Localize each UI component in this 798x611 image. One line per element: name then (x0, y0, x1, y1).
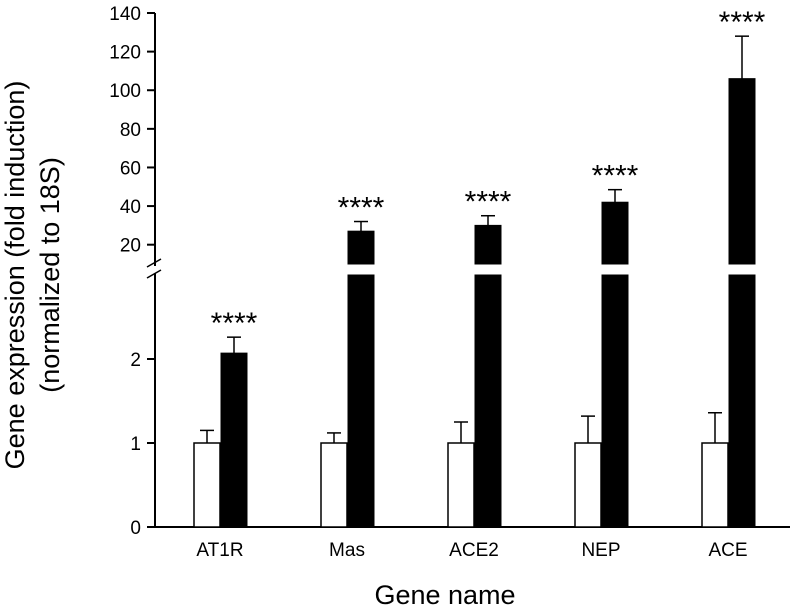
axis-break-mark (146, 258, 162, 268)
bar-treated-upper (474, 224, 502, 265)
bar-treated-upper (601, 201, 629, 265)
y-axis-title-line1: Gene expression (fold induction) (0, 81, 30, 470)
significance-label: **** (338, 192, 385, 225)
bar-treated-lower (347, 274, 375, 528)
y-tick-label: 100 (109, 81, 141, 102)
y-tick-label: 60 (120, 158, 141, 179)
x-tick-label: ACE2 (449, 540, 499, 561)
y-tick-label: 140 (109, 4, 141, 25)
significance-label: **** (719, 6, 766, 39)
y-tick-label: 40 (120, 197, 141, 218)
axis-break-mark (146, 269, 162, 279)
bars (193, 35, 756, 528)
bar-control (193, 442, 221, 528)
bar-treated-upper (728, 78, 756, 265)
bar-treated (220, 352, 248, 528)
bar-treated-lower (601, 274, 629, 528)
y-tick-label: 20 (120, 236, 141, 257)
bar-treated-lower (474, 274, 502, 528)
bar-control (701, 442, 729, 528)
significance-label: **** (592, 160, 639, 193)
y-tick-label: 120 (109, 43, 141, 64)
x-axis-title: Gene name (374, 580, 515, 610)
y-tick-label: 2 (130, 350, 141, 371)
labels: **** AT1R **** Mas **** ACE2 **** NEP **** ACE Gen… (0, 6, 766, 610)
significance-label: **** (465, 186, 512, 219)
x-tick-label: Mas (329, 540, 365, 561)
bar-control (320, 442, 348, 528)
y-axis-title-line2: (normalized to 18S) (35, 157, 65, 393)
x-tick-label: ACE (708, 540, 747, 561)
bar-control (447, 442, 475, 528)
bar-treated-upper (347, 230, 375, 265)
bar-control (574, 442, 602, 528)
x-tick-label: NEP (581, 540, 620, 561)
x-tick-label: AT1R (196, 540, 243, 561)
bar-treated-lower (728, 274, 756, 528)
significance-label: **** (211, 307, 258, 340)
y-tick-label: 0 (130, 518, 141, 539)
y-tick-label: 1 (130, 434, 141, 455)
y-tick-label: 80 (120, 120, 141, 141)
